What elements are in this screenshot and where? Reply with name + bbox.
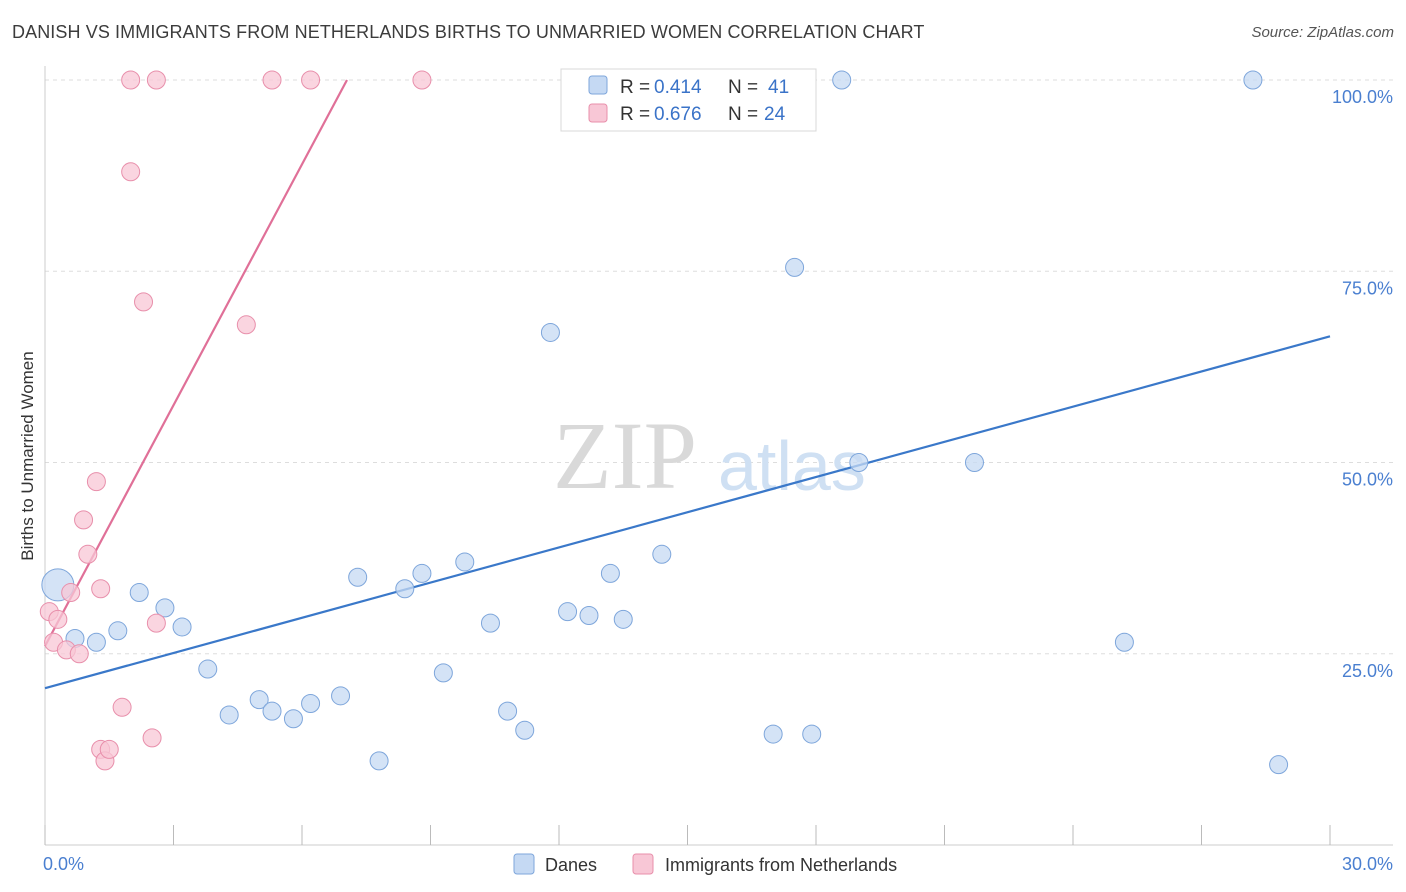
chart-title: DANISH VS IMMIGRANTS FROM NETHERLANDS BI… (12, 22, 925, 42)
point-danes-26 (600, 563, 620, 583)
point-netherlands-21 (262, 70, 282, 90)
point-netherlands-9 (91, 579, 111, 599)
point-netherlands-18 (146, 70, 166, 90)
point-danes-5 (155, 598, 175, 618)
chart-source: Source: ZipAtlas.com (1251, 24, 1394, 41)
tick-labels: 25.0% 50.0% 75.0% 100.0% 0.0% 30.0% (43, 87, 1393, 874)
series-legend: Danes Immigrants from Netherlands (513, 853, 897, 875)
point-danes-33 (785, 257, 805, 277)
watermark: ZIP atlas (553, 402, 866, 509)
y-tick-label-25: 25.0% (1342, 661, 1393, 681)
point-danes-21 (498, 701, 518, 721)
point-danes-3 (108, 621, 128, 641)
point-netherlands-4 (61, 583, 81, 603)
legend-n-value-netherlands: 24 (764, 104, 786, 125)
point-danes-22 (515, 720, 535, 740)
point-danes-10 (262, 701, 282, 721)
point-danes-39 (1243, 70, 1263, 90)
data-points (39, 70, 1289, 775)
point-netherlands-8 (86, 472, 106, 492)
point-netherlands-23 (412, 70, 432, 90)
x-tick-label-0: 0.0% (43, 854, 84, 874)
point-danes-19 (455, 552, 475, 572)
point-danes-15 (369, 751, 389, 771)
grid-lines (45, 79, 1393, 655)
legend-n-label-netherlands: N = (728, 104, 758, 125)
point-danes-8 (219, 705, 239, 725)
y-axis-title: Births to Unmarried Women (18, 351, 37, 560)
point-danes-13 (331, 686, 351, 706)
y-tick-label-75: 75.0% (1342, 278, 1393, 298)
bottom-legend-label-danes: Danes (545, 855, 597, 875)
legend-r-label-netherlands: R = (620, 104, 650, 125)
legend-r-value-danes: 0.414 (654, 77, 702, 98)
trend-lines (44, 79, 1331, 690)
bottom-legend-swatch-netherlands (632, 853, 654, 875)
point-netherlands-20 (236, 315, 256, 335)
point-danes-12 (301, 693, 321, 713)
point-danes-25 (579, 606, 599, 625)
point-danes-14 (348, 567, 368, 587)
point-danes-9 (249, 690, 269, 710)
legend-n-label-danes: N = (728, 77, 758, 98)
point-danes-36 (849, 453, 869, 472)
point-danes-40 (1269, 755, 1289, 775)
legend-swatch-danes (588, 75, 608, 95)
point-netherlands-7 (78, 544, 98, 564)
point-netherlands-12 (99, 739, 119, 759)
point-netherlands-19 (146, 613, 166, 633)
y-tick-label-50: 50.0% (1342, 470, 1393, 490)
point-netherlands-17 (142, 728, 162, 748)
y-tick-label-100: 100.0% (1332, 87, 1393, 107)
bottom-legend-label-netherlands: Immigrants from Netherlands (665, 855, 897, 875)
point-danes-17 (412, 563, 432, 583)
legend-n-value-danes: 41 (768, 77, 789, 98)
x-tick-label-30: 30.0% (1342, 854, 1393, 874)
point-netherlands-15 (121, 162, 141, 182)
legend-r-label-danes: R = (620, 77, 650, 98)
point-netherlands-6 (74, 510, 94, 530)
point-danes-35 (832, 70, 852, 90)
point-danes-34 (802, 724, 822, 744)
point-danes-37 (964, 453, 984, 472)
point-danes-16 (395, 579, 415, 599)
point-danes-23 (540, 322, 560, 342)
axes (44, 66, 1393, 846)
watermark-zip: ZIP (553, 402, 697, 509)
point-netherlands-2 (48, 609, 68, 629)
point-netherlands-14 (121, 70, 141, 90)
point-danes-6 (172, 617, 192, 637)
legend-swatch-netherlands (588, 103, 608, 123)
point-netherlands-22 (301, 70, 321, 90)
point-danes-24 (558, 602, 578, 622)
bottom-legend-swatch-danes (513, 853, 535, 875)
watermark-atlas: atlas (718, 427, 866, 505)
point-danes-20 (480, 613, 500, 633)
legend-r-value-netherlands: 0.676 (654, 104, 702, 125)
point-danes-7 (198, 659, 218, 679)
point-danes-38 (1114, 632, 1134, 652)
stats-legend: R = 0.414 N = 41 R = 0.676 N = 24 (560, 68, 817, 132)
point-danes-4 (129, 583, 149, 603)
point-danes-28 (652, 544, 672, 564)
trend-line-danes (44, 335, 1331, 690)
point-danes-18 (433, 663, 453, 683)
point-danes-2 (86, 632, 106, 652)
point-netherlands-16 (134, 292, 154, 312)
point-danes-11 (283, 709, 303, 729)
point-netherlands-5 (69, 644, 89, 664)
point-danes-32 (763, 724, 783, 744)
point-danes-27 (613, 609, 633, 629)
point-netherlands-13 (112, 697, 132, 717)
